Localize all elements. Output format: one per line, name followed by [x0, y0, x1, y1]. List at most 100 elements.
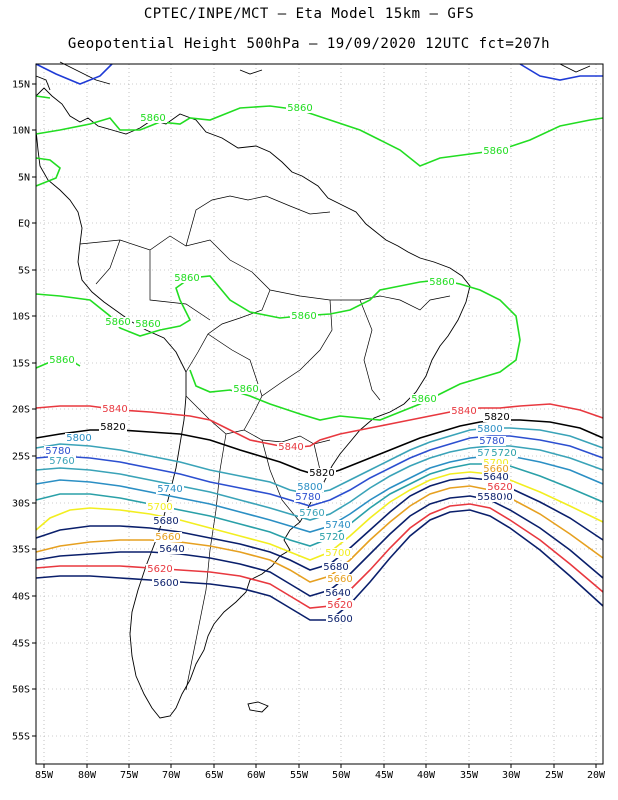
contour-label: 5660 — [155, 532, 180, 543]
contour-label: 5800 — [66, 433, 91, 444]
lat-tick-label: 5S — [18, 266, 30, 277]
contour-label-bg — [298, 508, 326, 518]
contour-line — [35, 95, 51, 99]
lon-tick-label: 40W — [417, 770, 436, 781]
contour-label: 5840 — [102, 404, 127, 415]
contour-label: 5700 — [147, 502, 172, 513]
contour-label-bg — [290, 311, 318, 321]
contour-label-bg — [490, 448, 518, 458]
contour-label: 5820 — [100, 422, 125, 433]
contour-label: 5620 — [327, 600, 352, 611]
contour-label: 5720 — [319, 532, 344, 543]
contour-label: 5820 — [309, 468, 334, 479]
contour-label-bg — [318, 532, 346, 542]
lat-tick-label: 35S — [12, 545, 30, 556]
lat-tick-label: 40S — [12, 592, 30, 603]
chart-title-line-1: CPTEC/INPE/MCT – Eta Model 15km – GFS — [143, 6, 475, 22]
contour-label-bg — [146, 502, 174, 512]
contour-label: 5860 — [140, 113, 165, 124]
lon-tick-label: 85W — [35, 770, 54, 781]
contour-label: 5620 — [147, 564, 172, 575]
contour-label-bg — [482, 472, 510, 482]
axis-frame: 15N 10N 5N EQ 5S 10S 15S 20S 25S 30S 35S 40S 45S 50S 5… — [12, 63, 606, 781]
contour-label: 5780 — [45, 446, 70, 457]
lat-tick-label: 5N — [18, 173, 30, 184]
contour-label-bg — [99, 422, 127, 432]
lon-tick-label: 75W — [120, 770, 139, 781]
contour-label: 5680 — [323, 562, 348, 573]
lon-tick-label: 70W — [162, 770, 181, 781]
contour-label-bg — [152, 516, 180, 526]
lat-tick-label: 55S — [12, 732, 30, 743]
contour-label-bg — [486, 482, 514, 492]
contour-label: 5860 — [233, 384, 258, 395]
contour-label: 5680 — [153, 516, 178, 527]
contour-line — [35, 63, 113, 85]
contour-label-bg — [476, 424, 504, 434]
contour-label-bg — [139, 113, 167, 123]
contour-label-bg — [44, 446, 72, 456]
contour-label-bg — [326, 614, 354, 624]
contour-label-bg — [478, 436, 506, 446]
lon-tick-label: 30W — [502, 770, 521, 781]
lon-tick-label: 50W — [332, 770, 351, 781]
falkland-islands — [247, 701, 269, 713]
contour-label-bg — [482, 458, 510, 468]
contour-label: 5580 — [477, 492, 502, 503]
contour-label-bg — [324, 588, 352, 598]
south-america-coastline — [35, 87, 471, 719]
contour-label: 5700 — [325, 548, 350, 559]
lat-tick-label: 15N — [12, 80, 30, 91]
lon-tick-label: 35W — [460, 770, 479, 781]
contour-label-bg — [326, 574, 354, 584]
contour-label-bg — [450, 406, 478, 416]
contour-label: 5860 — [291, 311, 316, 322]
contour-line — [35, 157, 61, 187]
lat-tick-label: 20S — [12, 405, 30, 416]
lat-tick-label: EQ — [18, 219, 30, 230]
contour-label: 5840 — [451, 406, 476, 417]
contour-labels: 5860 5860 5860 5860 5860 5860 5860 5860 5860 5860… — [44, 103, 518, 625]
contour-label: 5840 — [278, 442, 303, 453]
lon-tick-label: 20W — [587, 770, 606, 781]
contour-label: 5620 — [487, 482, 512, 493]
contour-label: 5720 — [491, 448, 516, 459]
contour-label-bg — [156, 484, 184, 494]
contour-label-bg — [482, 146, 510, 156]
contour-label: 5800 — [477, 424, 502, 435]
lat-tick-label: 10S — [12, 312, 30, 323]
chart-title-line-2: Geopotential Height 500hPa – 19/09/2020 … — [67, 36, 551, 52]
contour-line — [35, 509, 604, 621]
contour-line — [35, 275, 521, 421]
contour-label-bg — [428, 277, 456, 287]
contour-label-bg — [286, 103, 314, 113]
contour-label: 5740 — [325, 520, 350, 531]
contour-label: 5860 — [411, 394, 436, 405]
lat-tick-label: 25S — [12, 452, 30, 463]
contour-label: 5860 — [174, 273, 199, 284]
contour-label-bg — [410, 394, 438, 404]
contour-label-bg — [65, 433, 93, 443]
contour-label-bg — [322, 562, 350, 572]
contour-label: 5860 — [135, 319, 160, 330]
contour-label-bg — [101, 404, 129, 414]
contour-label: 5860 — [483, 146, 508, 157]
lon-tick-label: 65W — [205, 770, 224, 781]
lon-tick-label: 45W — [375, 770, 394, 781]
lat-tick-label: 10N — [12, 126, 30, 137]
contour-label: 5860 — [49, 355, 74, 366]
contour-label-bg — [146, 564, 174, 574]
contour-line — [519, 63, 603, 81]
contour-label-bg — [324, 520, 352, 530]
contour-label-bg — [324, 548, 352, 558]
contour-label: 5860 — [287, 103, 312, 114]
contour-label-bg — [277, 442, 305, 452]
contour-label-bg — [104, 317, 132, 327]
central-america-coast — [35, 61, 591, 91]
lat-tick-label: 15S — [12, 359, 30, 370]
contour-label-bg — [483, 412, 511, 422]
contour-label-bg — [134, 319, 162, 329]
contour-label-bg — [482, 464, 510, 474]
contour-label: 5860 — [105, 317, 130, 328]
